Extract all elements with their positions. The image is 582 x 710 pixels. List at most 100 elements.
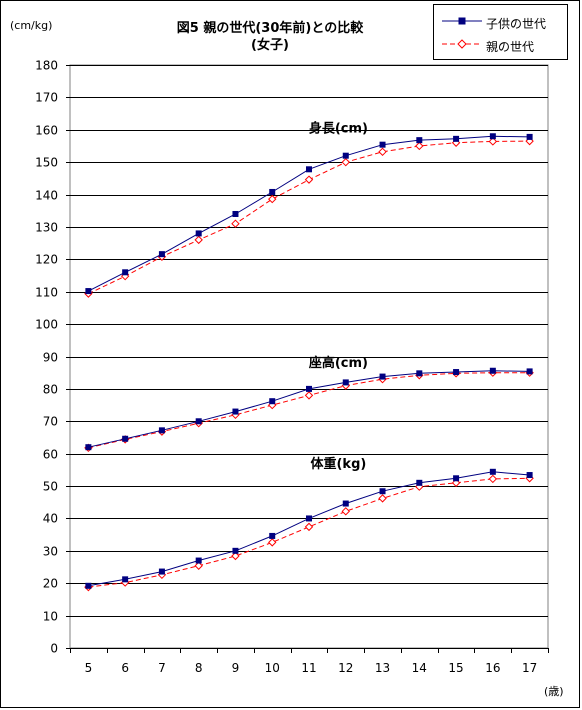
data-point-child [416, 479, 423, 486]
data-point-child [489, 133, 496, 140]
y-tick-label: 0 [50, 642, 58, 656]
x-tick-label: 10 [265, 661, 280, 675]
y-tick-label: 60 [43, 448, 58, 462]
data-point-child [195, 230, 202, 237]
x-tick-label: 6 [121, 661, 129, 675]
data-point-child [85, 582, 92, 589]
data-point-parent [194, 561, 203, 570]
data-point-parent [378, 147, 387, 157]
data-point-child [158, 568, 165, 575]
data-point-parent [304, 522, 314, 532]
y-tick-label: 50 [43, 480, 58, 494]
legend: 子供の世代 親の世代 [433, 4, 568, 60]
data-point-child [122, 576, 129, 583]
data-point-child [526, 133, 533, 140]
x-tick-label: 7 [158, 661, 166, 675]
data-point-child [416, 137, 423, 144]
y-tick-label: 170 [35, 91, 58, 105]
x-tick-label: 5 [85, 661, 93, 675]
x-tick-label: 8 [195, 661, 203, 675]
data-point-child [453, 369, 460, 376]
y-tick-label: 160 [35, 124, 58, 138]
data-point-child [379, 141, 386, 148]
y-tick-label: 40 [43, 512, 58, 526]
data-point-child [269, 398, 276, 405]
data-point-child [526, 368, 533, 375]
data-point-child [306, 166, 312, 173]
data-point-parent [231, 551, 240, 561]
y-tick-label: 10 [43, 610, 58, 624]
data-point-child [85, 444, 92, 451]
x-tick-label: 12 [338, 661, 353, 675]
x-tick-label: 9 [232, 661, 240, 675]
data-point-child [306, 515, 312, 522]
y-tick-label: 90 [43, 351, 58, 365]
y-tick-label: 30 [43, 545, 58, 559]
y-tick-label: 100 [35, 318, 58, 332]
group-label: 体重(kg) [310, 456, 366, 472]
data-point-child [416, 370, 423, 377]
legend-item-parent: 親の世代 [434, 34, 569, 56]
x-tick-label: 13 [375, 661, 390, 675]
legend-marker-child [442, 17, 482, 25]
data-point-parent [341, 157, 350, 167]
data-point-parent [341, 507, 350, 516]
y-tick-label: 180 [35, 59, 58, 73]
data-point-parent [268, 194, 277, 204]
y-tick-label: 120 [35, 253, 58, 267]
data-point-child [453, 475, 460, 482]
legend-label-child: 子供の世代 [486, 17, 547, 31]
data-point-parent [304, 391, 314, 400]
x-tick-label: 16 [485, 661, 500, 675]
series-line-child [88, 135, 530, 292]
data-point-parent [194, 235, 203, 245]
y-tick-label: 150 [35, 156, 58, 170]
series-line-parent [88, 477, 530, 588]
data-point-child [342, 379, 349, 386]
data-point-parent [415, 141, 424, 151]
legend-item-child: 子供の世代 [434, 11, 569, 33]
data-point-child [342, 500, 349, 507]
data-point-child [379, 373, 386, 380]
x-tick-label: 15 [448, 661, 463, 675]
legend-label-parent: 親の世代 [486, 40, 535, 54]
series-line-parent [88, 140, 530, 295]
data-point-child [232, 210, 239, 217]
series-line-parent [88, 372, 530, 449]
data-point-child [269, 188, 276, 195]
data-point-child [453, 135, 460, 142]
y-tick-label: 70 [43, 415, 58, 429]
x-tick-label: 17 [522, 661, 537, 675]
chart-subtitle: (女子) [251, 38, 289, 53]
data-point-child [122, 269, 129, 276]
data-point-child [195, 418, 202, 425]
x-tick-label: 11 [301, 661, 316, 675]
data-point-child [195, 557, 202, 564]
data-point-child [122, 435, 129, 442]
data-point-parent [378, 494, 387, 503]
y-tick-label: 140 [35, 189, 58, 203]
group-label: 座高(cm) [308, 355, 368, 371]
data-point-child [306, 385, 312, 392]
data-point-child [232, 408, 239, 415]
y-tick-label: 20 [43, 577, 58, 591]
data-point-child [158, 427, 165, 434]
data-point-parent [488, 137, 498, 146]
y-tick-label: 80 [43, 383, 58, 397]
x-tick-label: 14 [412, 661, 427, 675]
y-tick-label: 130 [35, 221, 58, 235]
series-line-child [88, 370, 530, 448]
chart-title: 図5 親の世代(30年前)との比較 [176, 21, 364, 36]
data-point-child [489, 468, 496, 475]
group-label: 身長(cm) [309, 120, 368, 136]
data-point-child [489, 367, 496, 374]
y-axis-unit-label: (cm/kg) [10, 19, 53, 32]
data-point-parent [304, 175, 314, 184]
legend-marker-parent [442, 39, 482, 49]
data-point-child [342, 152, 349, 159]
x-axis-unit-label: (歳) [544, 685, 564, 698]
data-point-child [526, 472, 533, 479]
data-point-child [379, 488, 386, 495]
data-point-child [158, 251, 165, 258]
